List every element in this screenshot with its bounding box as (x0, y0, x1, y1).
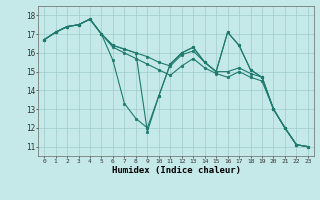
X-axis label: Humidex (Indice chaleur): Humidex (Indice chaleur) (111, 166, 241, 175)
